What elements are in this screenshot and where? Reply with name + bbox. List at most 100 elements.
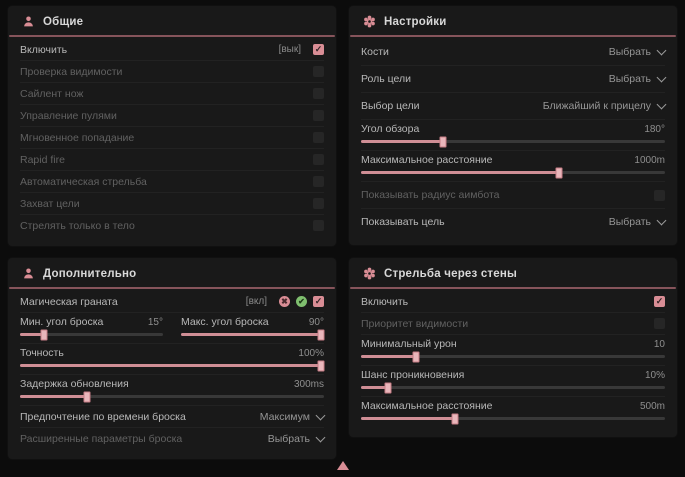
slider-thumb[interactable] xyxy=(317,329,325,340)
panel-additional: Дополнительно Магическая граната[вкл]✖✔М… xyxy=(8,258,336,459)
slider-row: Максимальное расстояние 1000m xyxy=(361,151,665,182)
slider-track[interactable] xyxy=(20,360,325,371)
header-divider xyxy=(9,287,335,289)
checkbox[interactable] xyxy=(313,88,324,99)
toggle-row[interactable]: Автоматическая стрельба xyxy=(20,171,324,193)
panel-rows: Магическая граната [вкл] ✖ ✔ Мин. угол броск… xyxy=(8,289,336,449)
slider-row: Задержка обновления 300ms xyxy=(20,375,324,406)
checkbox[interactable] xyxy=(313,220,324,231)
toggle-row[interactable]: Магическая граната [вкл] ✖ ✔ xyxy=(20,291,324,313)
toggle-row[interactable]: Захват цели xyxy=(20,193,324,215)
toggle-controls xyxy=(313,110,324,121)
toggle-label: Включить xyxy=(361,295,409,308)
dropdown[interactable]: Ближайший к прицелу xyxy=(543,99,667,112)
toggle-row[interactable]: Показывать радиус аимбота xyxy=(361,182,665,209)
slider-track[interactable] xyxy=(361,382,665,393)
toggle-row[interactable]: Включить xyxy=(361,291,665,313)
checkbox[interactable] xyxy=(654,296,665,307)
slider-label: Макс. угол броска xyxy=(181,316,269,328)
toggle-controls xyxy=(313,88,324,99)
hotkey-state-label: [вкл] xyxy=(245,296,267,307)
slider-track[interactable] xyxy=(361,351,665,362)
slider-thumb[interactable] xyxy=(384,382,392,393)
select-label: Предпочтение по времени броска xyxy=(20,410,186,423)
chevron-down-icon xyxy=(656,45,667,56)
panel-title: Стрельба через стены xyxy=(384,267,518,280)
panel-header: Настройки xyxy=(349,6,677,35)
slider-thumb[interactable] xyxy=(412,351,420,362)
slider-track[interactable] xyxy=(361,136,665,147)
toggle-row[interactable]: Включить [вык] xyxy=(20,39,324,61)
slider-half: Мин. угол броска 15° xyxy=(20,316,163,340)
checkbox[interactable] xyxy=(313,154,324,165)
toggle-row[interactable]: Приоритет видимости xyxy=(361,313,665,335)
dropdown[interactable]: Максимум xyxy=(260,410,326,423)
header-divider xyxy=(9,35,335,37)
toggle-label: Захват цели xyxy=(20,197,80,210)
slider-fill xyxy=(361,140,444,143)
toggle-label: Включить xyxy=(20,43,68,56)
dropdown[interactable]: Выбрать xyxy=(609,72,667,85)
heart-icon[interactable]: ✖ xyxy=(279,296,290,307)
slider-thumb[interactable] xyxy=(40,329,48,340)
slider-track[interactable] xyxy=(361,413,665,424)
slider-track[interactable] xyxy=(20,391,324,402)
slider-head: Точность 100% xyxy=(20,347,324,359)
toggle-row[interactable]: Стрелять только в тело xyxy=(20,215,324,236)
slider-thumb[interactable] xyxy=(317,360,325,371)
slider-half: Макс. угол броска 90° xyxy=(181,316,325,340)
toggle-label: Приоритет видимости xyxy=(361,317,469,330)
checkbox[interactable] xyxy=(313,176,324,187)
slider-fill xyxy=(361,171,559,174)
toggle-row[interactable]: Проверка видимости xyxy=(20,61,324,83)
checkbox[interactable] xyxy=(313,296,324,307)
toggle-row[interactable]: Rapid fire xyxy=(20,149,324,171)
slider-fill xyxy=(20,333,45,336)
toggle-row[interactable]: Сайлент нож xyxy=(20,83,324,105)
slider-track[interactable] xyxy=(20,329,163,340)
chevron-down-icon xyxy=(315,410,326,420)
slider-thumb[interactable] xyxy=(555,167,563,178)
checkbox[interactable] xyxy=(313,132,324,143)
slider-fill xyxy=(20,395,87,398)
slider-thumb[interactable] xyxy=(439,136,447,147)
checkbox[interactable] xyxy=(313,198,324,209)
checkbox[interactable] xyxy=(313,44,324,55)
slider-thumb[interactable] xyxy=(451,413,459,424)
slider-thumb[interactable] xyxy=(83,391,91,402)
refresh-icon[interactable]: ✔ xyxy=(296,296,307,307)
toggle-label: Мгновенное попадание xyxy=(20,131,135,144)
slider: Шанс проникновения 10% xyxy=(361,369,665,393)
checkbox[interactable] xyxy=(313,110,324,121)
slider-value: 10% xyxy=(644,369,665,381)
slider-value: 1000m xyxy=(634,154,665,166)
slider-label: Шанс проникновения xyxy=(361,369,465,381)
select-label: Расширенные параметры броска xyxy=(20,432,183,445)
toggle-row[interactable]: Управление пулями xyxy=(20,105,324,127)
select-row: Роль цели Выбрать xyxy=(361,66,667,93)
checkbox[interactable] xyxy=(654,318,665,329)
toggle-label: Rapid fire xyxy=(20,153,65,166)
select-row: Кости Выбрать xyxy=(361,39,667,66)
chevron-down-icon xyxy=(656,215,667,226)
dropdown[interactable]: Выбрать xyxy=(268,432,326,445)
slider-track[interactable] xyxy=(361,167,665,178)
slider-track[interactable] xyxy=(181,329,325,340)
toggle-label: Сайлент нож xyxy=(20,87,84,100)
slider-value: 100% xyxy=(298,347,324,359)
slider-fill xyxy=(361,386,389,389)
dropdown[interactable]: Выбрать xyxy=(609,45,667,58)
slider-label: Точность xyxy=(20,347,64,359)
chevron-down-icon xyxy=(315,432,326,442)
panel-title: Дополнительно xyxy=(43,267,137,280)
slider: Точность 100% xyxy=(20,347,325,371)
dropdown[interactable]: Выбрать xyxy=(609,215,667,228)
slider-value: 180° xyxy=(644,123,665,135)
toggle-row[interactable]: Мгновенное попадание xyxy=(20,127,324,149)
slider: Максимальное расстояние 1000m xyxy=(361,154,665,178)
slider-head: Макс. угол броска 90° xyxy=(181,316,324,328)
checkbox[interactable] xyxy=(654,189,665,201)
toggle-controls xyxy=(654,318,665,329)
checkbox[interactable] xyxy=(313,66,324,77)
gear-icon xyxy=(363,267,376,280)
